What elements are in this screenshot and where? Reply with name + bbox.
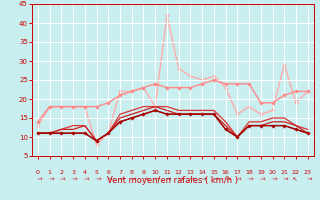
Text: ↗: ↗ bbox=[234, 175, 241, 183]
Text: ↗: ↗ bbox=[46, 175, 53, 183]
Text: ↗: ↗ bbox=[304, 175, 311, 183]
Text: ↗: ↗ bbox=[93, 175, 100, 183]
X-axis label: Vent moyen/en rafales ( km/h ): Vent moyen/en rafales ( km/h ) bbox=[107, 176, 238, 185]
Text: ↗: ↗ bbox=[293, 175, 299, 181]
Text: ↗: ↗ bbox=[140, 175, 147, 183]
Text: ↗: ↗ bbox=[34, 175, 42, 183]
Text: ↗: ↗ bbox=[257, 175, 264, 183]
Text: ↗: ↗ bbox=[210, 175, 218, 183]
Text: ↗: ↗ bbox=[69, 175, 77, 183]
Text: ↗: ↗ bbox=[128, 175, 135, 183]
Text: ↗: ↗ bbox=[116, 175, 124, 183]
Text: ↗: ↗ bbox=[245, 175, 253, 183]
Text: ↗: ↗ bbox=[269, 175, 276, 183]
Text: ↗: ↗ bbox=[222, 175, 229, 183]
Text: ↗: ↗ bbox=[58, 175, 65, 183]
Text: ↗: ↗ bbox=[198, 175, 206, 183]
Text: ↗: ↗ bbox=[152, 175, 159, 183]
Text: ↗: ↗ bbox=[175, 175, 182, 183]
Text: ↗: ↗ bbox=[81, 175, 88, 183]
Text: ↗: ↗ bbox=[187, 175, 194, 183]
Text: ↗: ↗ bbox=[163, 175, 171, 183]
Text: ↗: ↗ bbox=[281, 175, 288, 183]
Text: ↗: ↗ bbox=[105, 175, 112, 183]
